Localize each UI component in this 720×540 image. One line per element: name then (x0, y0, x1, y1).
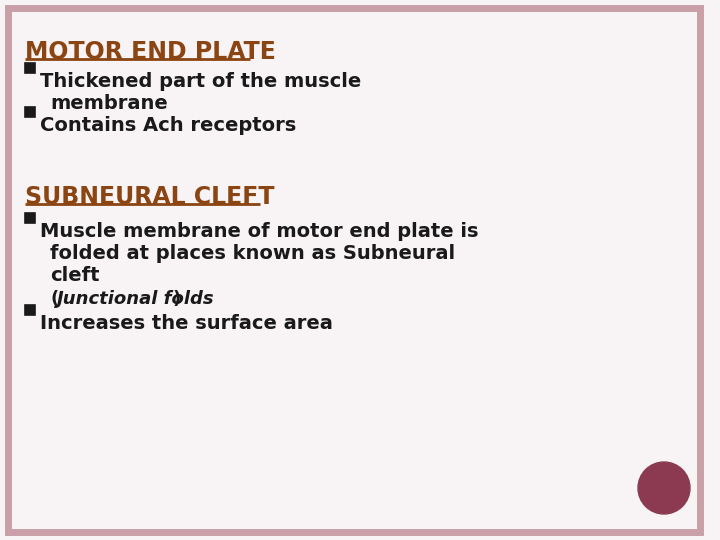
FancyBboxPatch shape (25, 107, 35, 117)
Circle shape (638, 462, 690, 514)
FancyBboxPatch shape (25, 213, 35, 223)
Text: membrane: membrane (50, 94, 168, 113)
FancyBboxPatch shape (8, 8, 700, 532)
Text: folded at places known as Subneural: folded at places known as Subneural (50, 244, 455, 263)
FancyBboxPatch shape (25, 63, 35, 73)
Text: Contains Ach receptors: Contains Ach receptors (40, 116, 296, 135)
Text: MOTOR END PLATE: MOTOR END PLATE (25, 40, 276, 64)
Text: Increases the surface area: Increases the surface area (40, 314, 333, 333)
Text: SUBNEURAL CLEFT: SUBNEURAL CLEFT (25, 185, 274, 209)
Text: ): ) (173, 290, 181, 308)
Text: cleft: cleft (50, 266, 99, 285)
FancyBboxPatch shape (25, 305, 35, 315)
Text: Muscle membrane of motor end plate is: Muscle membrane of motor end plate is (40, 222, 479, 241)
Text: (: ( (50, 290, 58, 308)
Text: Junctional folds: Junctional folds (57, 290, 215, 308)
Text: Thickened part of the muscle: Thickened part of the muscle (40, 72, 361, 91)
